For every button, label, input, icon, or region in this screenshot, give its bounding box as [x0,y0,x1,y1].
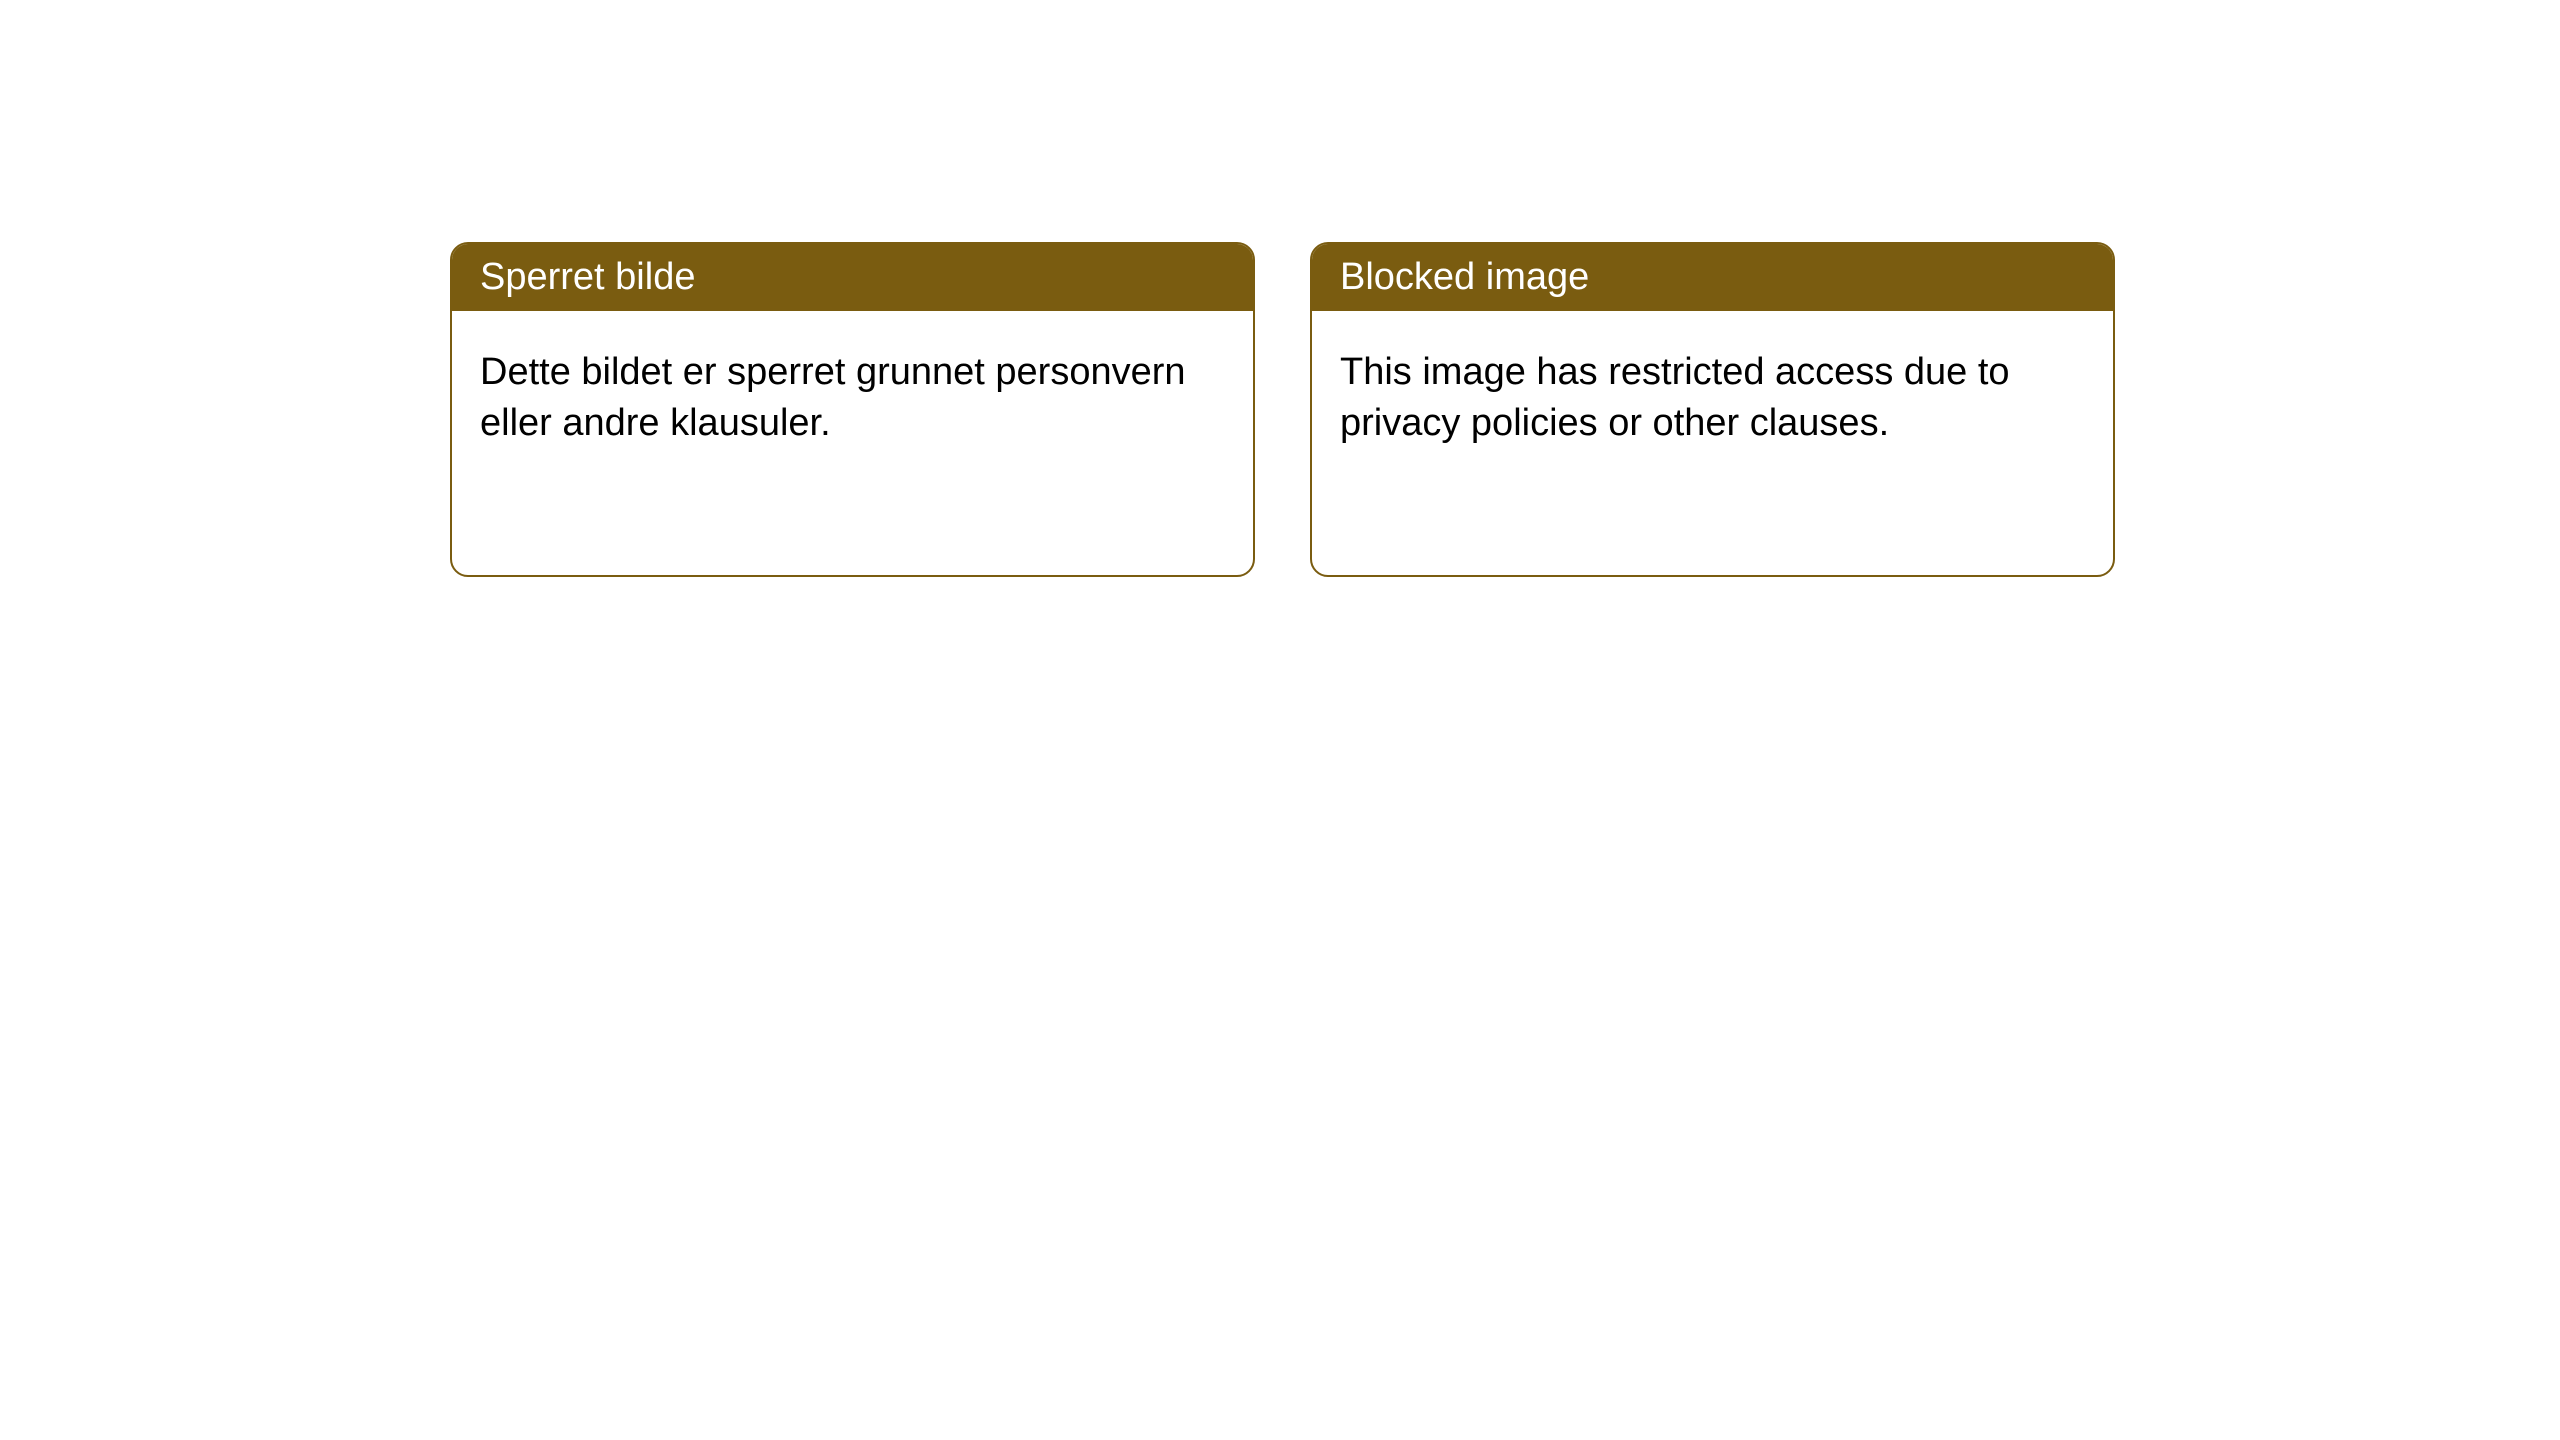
blocked-image-card-norwegian: Sperret bilde Dette bildet er sperret gr… [450,242,1255,577]
card-message-norwegian: Dette bildet er sperret grunnet personve… [480,351,1186,444]
card-body-english: This image has restricted access due to … [1312,311,2113,486]
card-message-english: This image has restricted access due to … [1340,351,2010,444]
card-title-english: Blocked image [1340,256,1589,298]
card-header-english: Blocked image [1312,244,2113,311]
blocked-image-card-english: Blocked image This image has restricted … [1310,242,2115,577]
card-body-norwegian: Dette bildet er sperret grunnet personve… [452,311,1253,486]
blocked-image-notice-container: Sperret bilde Dette bildet er sperret gr… [450,242,2115,577]
card-title-norwegian: Sperret bilde [480,256,695,298]
card-header-norwegian: Sperret bilde [452,244,1253,311]
